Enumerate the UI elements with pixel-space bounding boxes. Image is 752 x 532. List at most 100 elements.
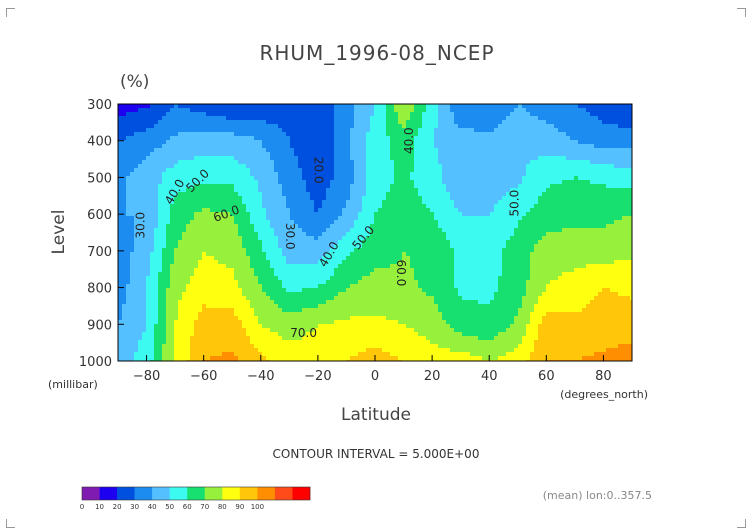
heatmap-cell [370, 208, 375, 213]
heatmap-cell [322, 308, 327, 313]
heatmap-cell [214, 168, 219, 173]
heatmap-cell [262, 152, 267, 157]
heatmap-cell [238, 352, 243, 357]
heatmap-cell [362, 344, 367, 349]
heatmap-cell [202, 104, 207, 109]
heatmap-cell [418, 216, 423, 221]
heatmap-cell [410, 204, 415, 209]
heatmap-cell [162, 244, 167, 249]
heatmap-cell [350, 108, 355, 113]
heatmap-cell [310, 224, 315, 229]
heatmap-cell [222, 340, 227, 345]
heatmap-cell [134, 132, 139, 137]
heatmap-cell [170, 204, 175, 209]
heatmap-cell [394, 172, 399, 177]
heatmap-cell [282, 180, 287, 185]
heatmap-cell [158, 280, 163, 285]
heatmap-cell [214, 340, 219, 345]
heatmap-cell [386, 156, 391, 161]
heatmap-cell [142, 300, 147, 305]
heatmap-cell [290, 276, 295, 281]
heatmap-cell [302, 136, 307, 141]
heatmap-cell [194, 124, 199, 129]
heatmap-cell [154, 164, 159, 169]
heatmap-cell [406, 344, 411, 349]
heatmap-cell [302, 168, 307, 173]
heatmap-cell [190, 196, 195, 201]
heatmap-cell [362, 120, 367, 125]
heatmap-cell [166, 132, 171, 137]
heatmap-cell [274, 140, 279, 145]
heatmap-cell [238, 216, 243, 221]
heatmap-cell [358, 164, 363, 169]
heatmap-cell [294, 168, 299, 173]
heatmap-cell [142, 124, 147, 129]
heatmap-cell [358, 176, 363, 181]
heatmap-cell [394, 344, 399, 349]
heatmap-cell [294, 268, 299, 273]
heatmap-cell [206, 112, 211, 117]
heatmap-cell [350, 324, 355, 329]
heatmap-cell [402, 248, 407, 253]
heatmap-cell [270, 208, 275, 213]
heatmap-cell [314, 336, 319, 341]
heatmap-cell [146, 288, 151, 293]
heatmap-cell [386, 352, 391, 357]
heatmap-cell [258, 356, 263, 361]
heatmap-cell [130, 232, 135, 237]
heatmap-cell [354, 276, 359, 281]
heatmap-cell [238, 160, 243, 165]
heatmap-cell [314, 140, 319, 145]
heatmap-cell [362, 104, 367, 109]
heatmap-cell [178, 112, 183, 117]
heatmap-cell [138, 192, 143, 197]
heatmap-cell [314, 344, 319, 349]
heatmap-cell [230, 296, 235, 301]
heatmap-cell [218, 184, 223, 189]
heatmap-cell [302, 288, 307, 293]
heatmap-cell [178, 320, 183, 325]
heatmap-cell [150, 244, 155, 249]
heatmap-cell [278, 324, 283, 329]
heatmap-cell [234, 352, 239, 357]
heatmap-cell [186, 176, 191, 181]
heatmap-cell [238, 156, 243, 161]
heatmap-cell [266, 272, 271, 277]
heatmap-cell [146, 284, 151, 289]
heatmap-cell [286, 212, 291, 217]
heatmap-cell [118, 200, 123, 205]
heatmap-cell [178, 148, 183, 153]
heatmap-cell [418, 172, 423, 177]
heatmap-cell [210, 296, 215, 301]
heatmap-cell [266, 204, 271, 209]
heatmap-cell [322, 104, 327, 109]
heatmap-cell [370, 308, 375, 313]
heatmap-cell [138, 180, 143, 185]
heatmap-cell [286, 268, 291, 273]
heatmap-cell [398, 240, 403, 245]
heatmap-cell [146, 156, 151, 161]
heatmap-cell [254, 184, 259, 189]
heatmap-cell [262, 252, 267, 257]
heatmap-cell [274, 308, 279, 313]
heatmap-cell [178, 260, 183, 265]
heatmap-cell [346, 296, 351, 301]
heatmap-cell [354, 320, 359, 325]
heatmap-cell [250, 208, 255, 213]
heatmap-cell [162, 260, 167, 265]
heatmap-cell [362, 292, 367, 297]
heatmap-cell [314, 156, 319, 161]
heatmap-cell [118, 116, 123, 121]
heatmap-cell [270, 148, 275, 153]
heatmap-cell [158, 156, 163, 161]
heatmap-cell [154, 124, 159, 129]
heatmap-cell [378, 116, 383, 121]
heatmap-cell [358, 160, 363, 165]
heatmap-cell [198, 244, 203, 249]
heatmap-cell [322, 320, 327, 325]
heatmap-cell [158, 172, 163, 177]
heatmap-cell [410, 224, 415, 229]
heatmap-cell [142, 116, 147, 121]
heatmap-cell [290, 272, 295, 277]
heatmap-cell [250, 276, 255, 281]
